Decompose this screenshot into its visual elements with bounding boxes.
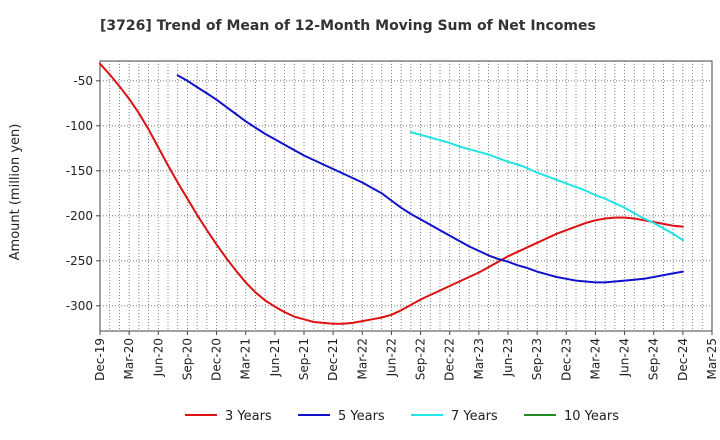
x-tick-label: Dec-24 (676, 338, 690, 381)
y-tick-label: -150 (66, 164, 93, 178)
x-tick-label: Mar-23 (472, 338, 486, 379)
series-line-3-years (99, 62, 684, 325)
y-axis-ticks: -50 -100 -150 -200 -250 -300 (66, 74, 100, 313)
y-tick-label: -300 (66, 299, 93, 313)
y-tick-label: -100 (66, 119, 93, 133)
gridlines (100, 61, 712, 331)
x-tick-label: Mar-22 (355, 338, 369, 379)
x-tick-label: Jun-24 (618, 338, 632, 377)
series-line-5-years (176, 74, 684, 284)
y-tick-label: -200 (66, 209, 93, 223)
legend-label-10-years: 10 Years (564, 409, 619, 424)
x-axis-ticks: Dec-19 Mar-20 Jun-20 Sep-20 Dec-20 Mar-21 Jun-… (93, 331, 719, 381)
x-tick-label: Dec-22 (443, 338, 457, 381)
y-axis-label: Amount (million yen) (8, 124, 23, 261)
x-tick-label: Sep-20 (180, 338, 194, 380)
legend-label-5-years: 5 Years (338, 409, 385, 424)
x-tick-label: Mar-21 (239, 338, 253, 379)
x-tick-label: Mar-25 (705, 338, 719, 379)
plot-area (99, 60, 713, 332)
series-line-7-years (409, 131, 684, 242)
x-tick-label: Sep-22 (414, 338, 428, 380)
x-tick-label: Jun-23 (501, 338, 515, 377)
x-tick-label: Jun-21 (268, 338, 282, 377)
x-tick-label: Sep-24 (647, 338, 661, 380)
legend-label-7-years: 7 Years (451, 409, 498, 424)
legend-label-3-years: 3 Years (225, 409, 272, 424)
x-tick-label: Dec-19 (93, 338, 107, 381)
x-tick-label: Sep-21 (297, 338, 311, 380)
x-tick-label: Dec-23 (559, 338, 573, 381)
chart-title: [3726] Trend of Mean of 12-Month Moving … (100, 18, 596, 34)
x-tick-label: Sep-23 (530, 338, 544, 380)
x-tick-label: Dec-20 (210, 338, 224, 381)
y-tick-label: -250 (66, 254, 93, 268)
y-tick-label: -50 (73, 74, 93, 88)
x-tick-label: Dec-21 (326, 338, 340, 381)
x-tick-label: Mar-20 (122, 338, 136, 379)
x-tick-label: Jun-22 (384, 338, 398, 377)
x-tick-label: Jun-20 (151, 338, 165, 377)
x-tick-label: Mar-24 (588, 338, 602, 379)
legend: 3 Years 5 Years 7 Years 10 Years (185, 409, 619, 424)
series-lines (99, 62, 684, 325)
